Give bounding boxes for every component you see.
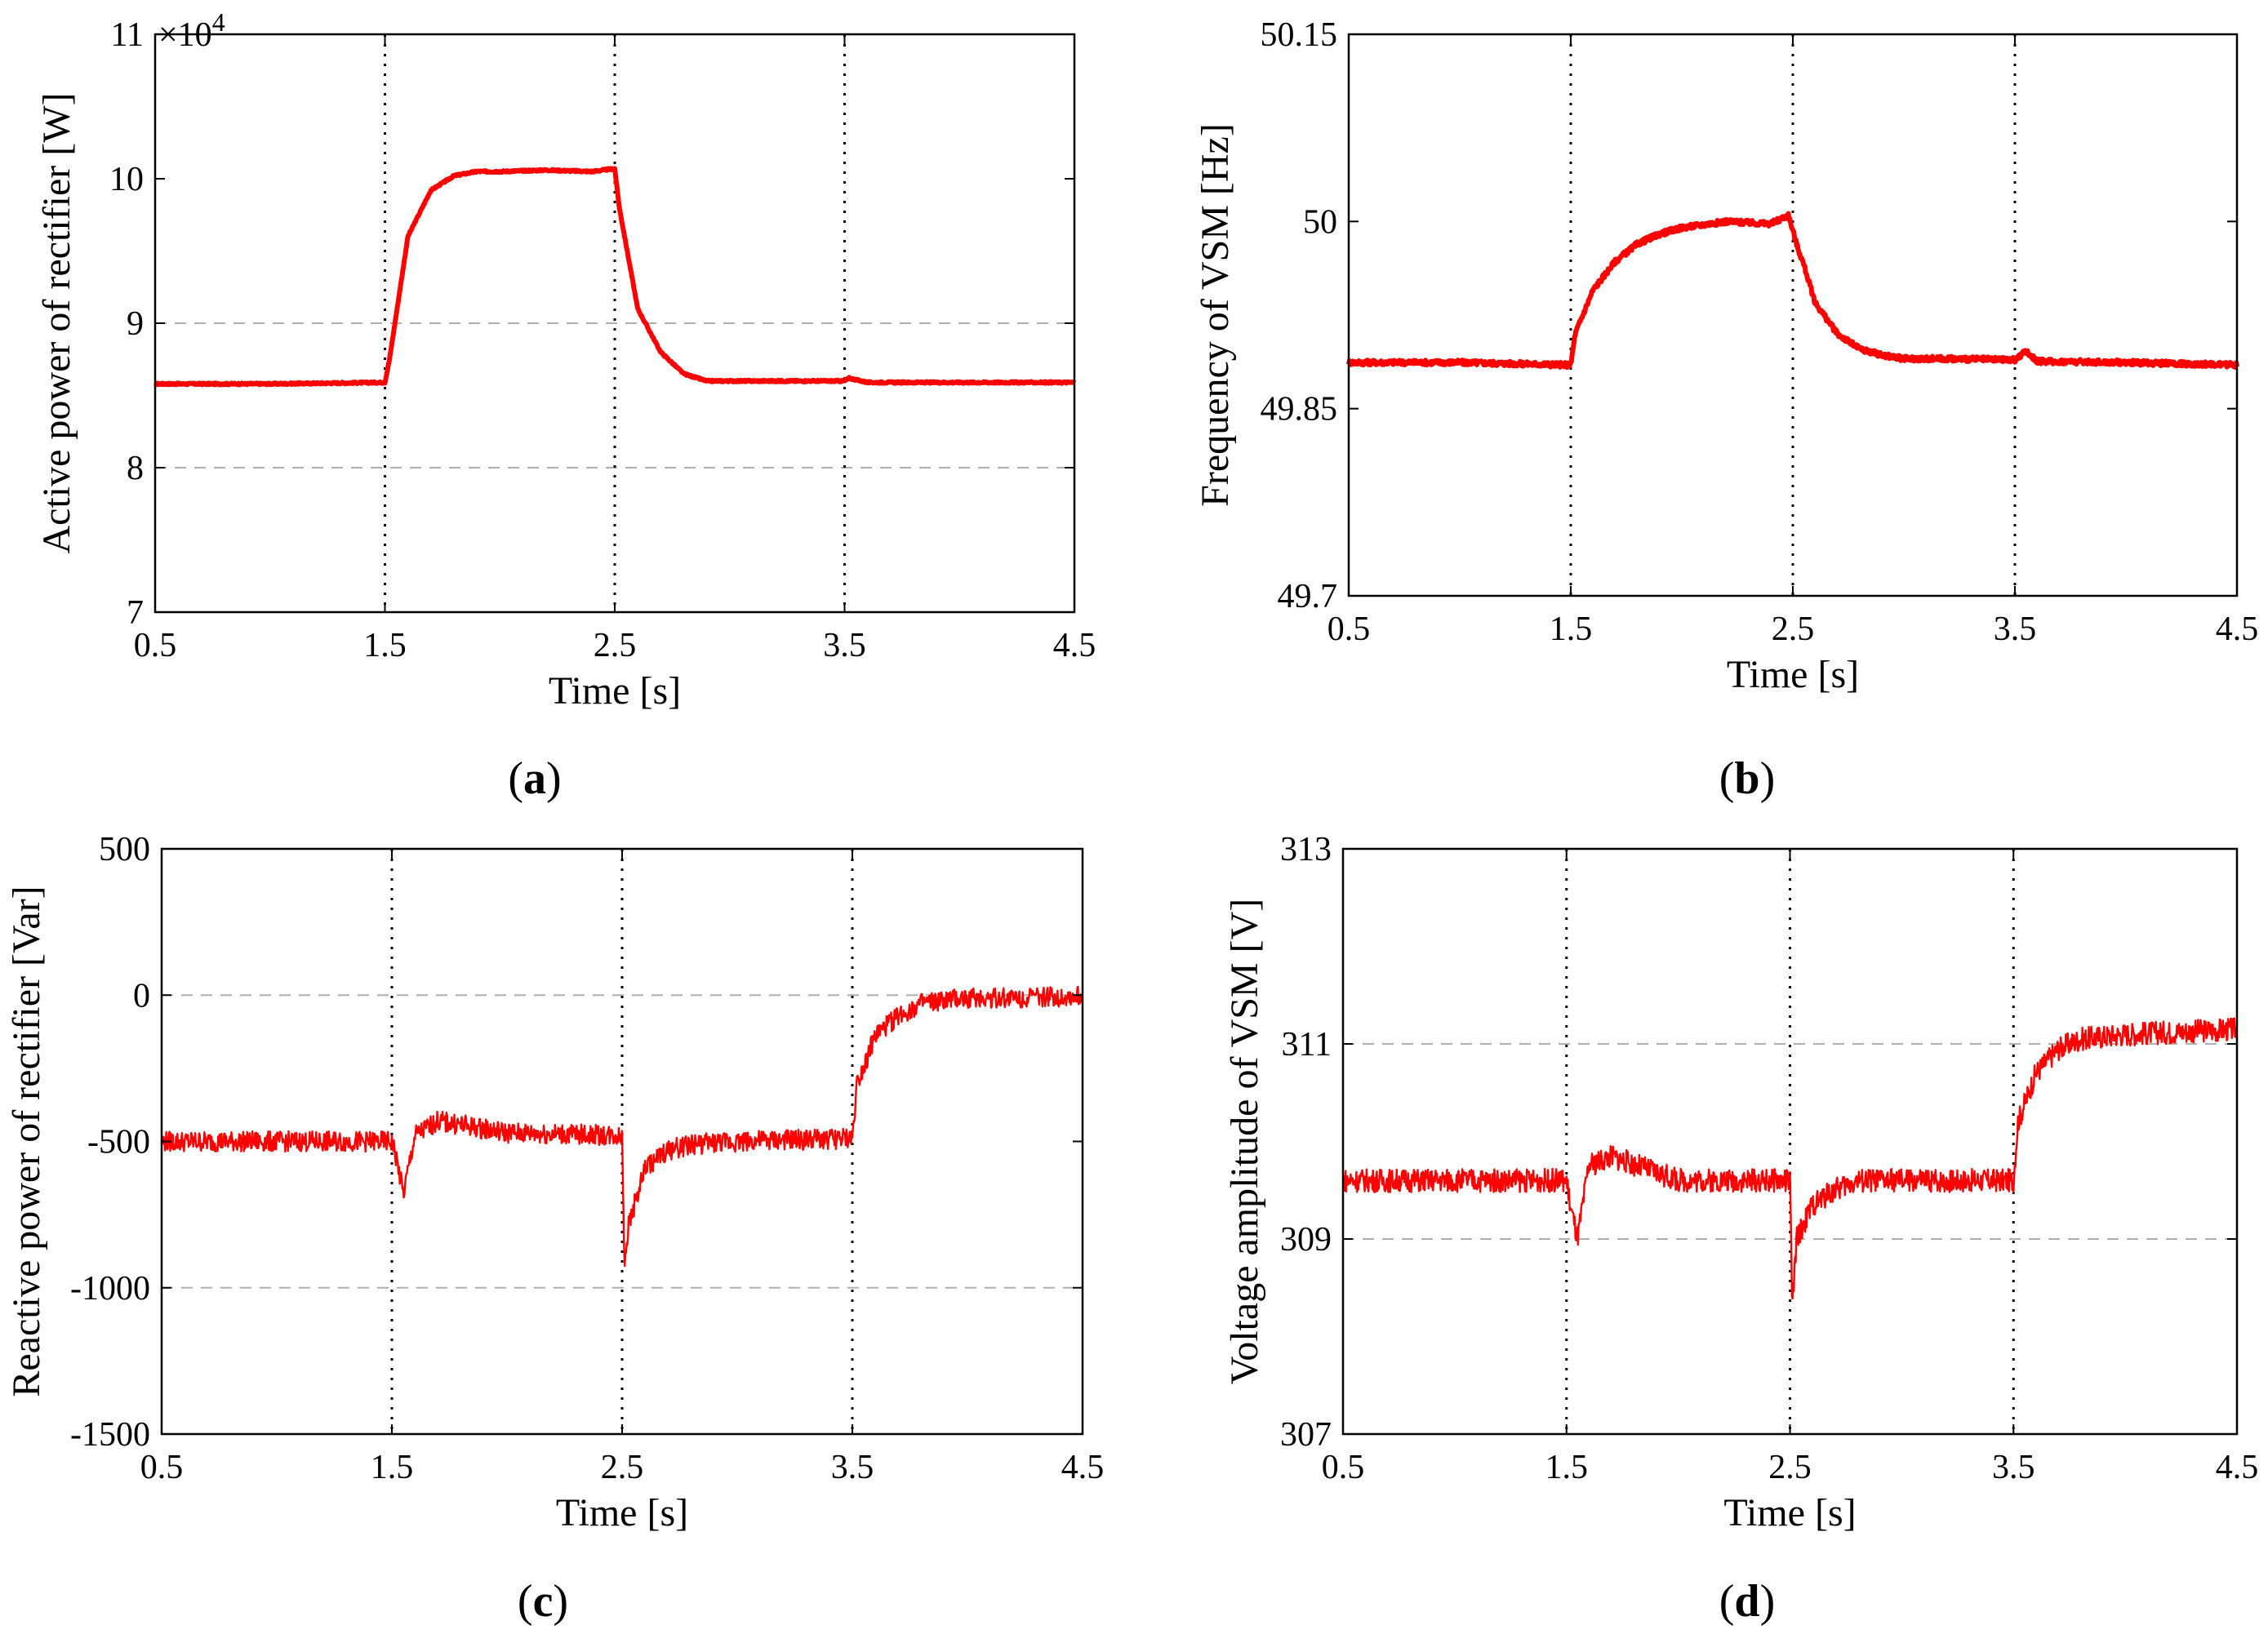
x-tick-label: 4.5 (1053, 627, 1096, 664)
caption-letter: c (533, 1576, 554, 1627)
exponent-power: 4 (212, 7, 225, 37)
y-tick-label: -1500 (70, 1416, 150, 1454)
x-tick-label: 0.5 (140, 1449, 184, 1486)
panel-d: 0.5 1.5 2.5 3.5 4.5 307 309 311 313 Time [s] Volta… (1223, 831, 2258, 1627)
y-tick-label: 50.15 (1261, 16, 1338, 54)
x-tick-label: 2.5 (1768, 1449, 1812, 1486)
x-tick-label: 1.5 (1545, 1449, 1589, 1486)
y-tick-label: 11 (111, 16, 144, 54)
x-tick-label: 1.5 (371, 1449, 414, 1486)
x-tick-label: 2.5 (594, 627, 637, 664)
x-tick-label: 0.5 (1322, 1449, 1365, 1486)
x-tick-label: 3.5 (831, 1449, 874, 1486)
y-tick-label: 307 (1280, 1416, 1332, 1454)
y-axis-label: Frequency of VSM [Hz] (1194, 123, 1237, 507)
y-tick-label: -500 (87, 1124, 150, 1161)
y-tick-label: 10 (109, 161, 144, 198)
y-axis-label: Active power of rectifier [W] (35, 92, 78, 553)
x-axis-label: Time [s] (1723, 1491, 1856, 1534)
x-tick-label: 4.5 (2216, 1449, 2259, 1486)
series-line (1346, 211, 2239, 371)
exponent-label: ×104 (158, 7, 225, 54)
caption-letter: b (1734, 753, 1759, 804)
x-axis-label: Time [s] (549, 669, 681, 713)
x-tick-label: 2.5 (1772, 611, 1815, 648)
x-tick-label: 0.5 (1327, 611, 1371, 648)
x-tick-label: 3.5 (823, 627, 866, 664)
x-axis-label: Time [s] (1727, 653, 1859, 696)
caption-letter: a (523, 753, 546, 804)
series-line (160, 985, 1084, 1268)
x-tick-label: 1.5 (1550, 611, 1593, 648)
axes-box (1347, 33, 2239, 597)
y-tick-label: 7 (127, 594, 144, 632)
panel-caption: (a) (508, 753, 561, 804)
panel-caption: (d) (1719, 1576, 1775, 1627)
series-line (1341, 1017, 2239, 1300)
y-tick-label: 49.7 (1278, 578, 1338, 615)
x-tick-label: 2.5 (601, 1449, 644, 1486)
x-tick-label: 0.5 (134, 627, 177, 664)
x-tick-label: 1.5 (363, 627, 407, 664)
axes-box (1341, 847, 2239, 1436)
panel-caption: (c) (518, 1576, 568, 1627)
y-tick-label: 9 (127, 305, 144, 343)
x-tick-label: 3.5 (1992, 1449, 2035, 1486)
y-tick-label: 8 (127, 450, 144, 487)
y-tick-label: 313 (1280, 831, 1332, 868)
panel-a: 0.5 1.5 2.5 3.5 4.5 7 8 9 10 11 Time [s] Active pow… (35, 7, 1096, 804)
x-axis-label: Time [s] (556, 1491, 688, 1534)
y-tick-label: 500 (99, 831, 150, 868)
y-axis-label: Reactive power of rectifier [Var] (5, 886, 48, 1397)
x-tick-label: 4.5 (1061, 1449, 1105, 1486)
panel-caption: (b) (1719, 753, 1775, 804)
panel-b: 0.5 1.5 2.5 3.5 4.5 49.7 49.85 50 50.15 Time [s] F… (1194, 16, 2258, 804)
caption-letter: d (1734, 1576, 1759, 1627)
y-tick-label: 311 (1282, 1026, 1332, 1064)
y-tick-label: 50 (1303, 203, 1337, 241)
y-tick-label: 309 (1280, 1221, 1332, 1259)
panel-c: 0.5 1.5 2.5 3.5 4.5 -1500 -1000 -500 0 500 Time [s… (5, 831, 1104, 1627)
series-line (153, 166, 1077, 388)
x-tick-label: 3.5 (1994, 611, 2037, 648)
y-tick-label: 0 (133, 977, 150, 1015)
x-tick-label: 4.5 (2216, 611, 2259, 648)
y-tick-label: -1000 (70, 1270, 150, 1308)
y-axis-label: Voltage amplitude of VSM [V] (1223, 899, 1266, 1385)
y-tick-label: 49.85 (1261, 391, 1338, 429)
